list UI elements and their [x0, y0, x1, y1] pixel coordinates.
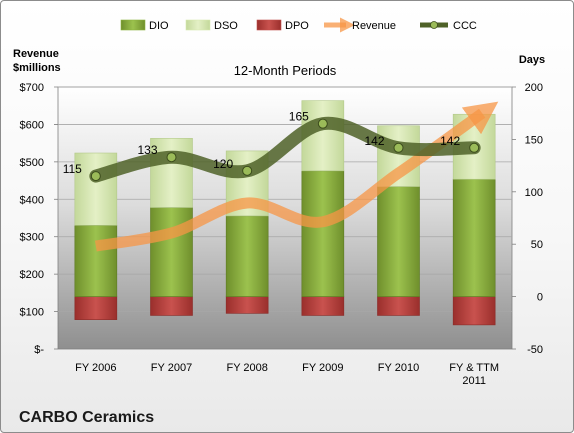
dpo-bar: [74, 296, 118, 320]
dio-bar: [150, 207, 193, 297]
x-axis-tick-label: FY & TTM: [449, 362, 499, 374]
legend-label-dpo: DPO: [285, 20, 309, 32]
ccc-point: [469, 142, 480, 153]
ccc-point: [393, 142, 404, 153]
company-name: CARBO Ceramics: [19, 409, 154, 426]
ccc-point: [166, 152, 177, 163]
dpo-bar: [301, 296, 345, 316]
data-labels: 115 133 120 165 142 142: [63, 110, 461, 176]
left-axis-tick-label: $300: [20, 232, 44, 244]
right-axis-tick-label: 50: [531, 239, 543, 251]
dpo-bar: [377, 296, 420, 316]
revenue-line: [94, 101, 499, 252]
ccc-point: [242, 165, 253, 176]
right-axis-tick-label: 100: [525, 187, 543, 199]
legend-swatch-dso: [185, 19, 211, 31]
legend-swatch-dio: [120, 19, 146, 31]
ccc-data-label: 120: [213, 157, 233, 171]
x-axis-tick-label: 2011: [462, 375, 486, 387]
right-axis-tick-label: -50: [527, 344, 543, 356]
dio-bar: [452, 178, 496, 297]
x-axis-tick-label: FY 2007: [151, 362, 192, 374]
left-axis-tick-label: $400: [20, 194, 44, 206]
right-axis-tick-label: 0: [537, 292, 543, 304]
legend: DIO DSO DPO Revenue CCC: [120, 17, 477, 33]
x-axis-tick-label: FY 2008: [226, 362, 267, 374]
left-axis-tick-label: $100: [20, 307, 44, 319]
dio-bar: [301, 170, 345, 297]
ccc-data-label: 142: [440, 134, 460, 148]
ccc-data-label: 142: [364, 134, 384, 148]
x-axis-tick-label: FY 2006: [75, 362, 116, 374]
x-axis-tick-label: FY 2009: [302, 362, 343, 374]
legend-label-dio: DIO: [149, 20, 169, 32]
left-axis-tick-label: $500: [20, 157, 44, 169]
dso-bar: [150, 138, 193, 208]
axes: $- $100 $200 $300 $400 $500 $600 $700 -50 0 50 100 1…: [20, 82, 543, 387]
left-axis-title-line-1: Revenue: [13, 48, 59, 60]
legend-label-ccc: CCC: [453, 20, 477, 32]
right-axis-title: Days: [519, 54, 545, 66]
chart-title: 12-Month Periods: [234, 63, 337, 78]
left-axis-tick-label: $200: [20, 269, 44, 281]
ccc-data-label: 133: [137, 143, 157, 157]
dpo-bar: [452, 296, 496, 326]
dio-bar: [74, 225, 118, 297]
ccc-data-label: 115: [63, 162, 82, 176]
ccc-data-label: 165: [289, 110, 309, 124]
legend-label-revenue: Revenue: [352, 20, 396, 32]
left-axis-title-line-2: $millions: [13, 62, 61, 74]
legend-swatch-dpo: [256, 19, 282, 31]
x-axis-tick-label: FY 2010: [378, 362, 419, 374]
right-axis-tick-label: 200: [525, 82, 543, 94]
dpo-bar: [150, 296, 193, 316]
dio-bar: [225, 215, 269, 297]
dio-bar: [377, 186, 420, 297]
ccc-point: [90, 171, 101, 182]
legend-label-dso: DSO: [214, 20, 238, 32]
left-axis-tick-label: $700: [20, 82, 44, 94]
legend-swatch-ccc-point: [430, 21, 438, 29]
line-series: [89, 101, 499, 252]
right-axis-tick-label: 150: [525, 134, 543, 146]
ccc-point: [317, 118, 328, 129]
left-axis-tick-label: $600: [20, 119, 44, 131]
left-axis-title: Revenue $millions: [13, 48, 62, 74]
dpo-bar: [225, 296, 269, 314]
left-axis-tick-label: $-: [34, 344, 44, 356]
